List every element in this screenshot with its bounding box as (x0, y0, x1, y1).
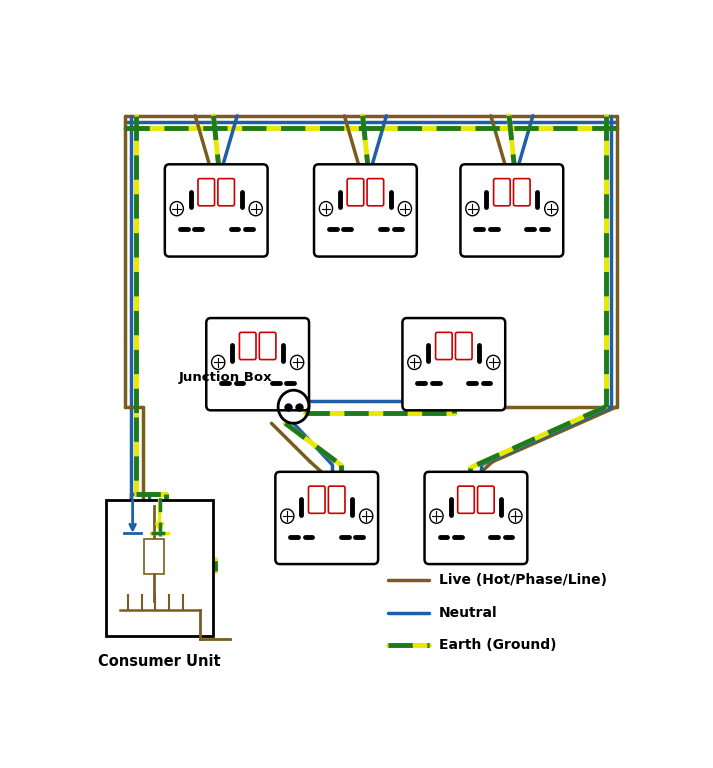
FancyBboxPatch shape (493, 179, 511, 206)
FancyBboxPatch shape (461, 164, 563, 257)
Bar (144, 538, 164, 574)
FancyBboxPatch shape (260, 333, 276, 359)
FancyBboxPatch shape (165, 164, 267, 257)
FancyBboxPatch shape (424, 472, 528, 564)
FancyBboxPatch shape (478, 486, 494, 513)
Text: Neutral: Neutral (439, 605, 498, 620)
Text: Live (Hot/Phase/Line): Live (Hot/Phase/Line) (439, 573, 607, 587)
Text: Junction Box: Junction Box (179, 371, 272, 384)
FancyBboxPatch shape (367, 179, 384, 206)
FancyBboxPatch shape (513, 179, 530, 206)
Bar (106, 500, 213, 636)
Text: Consumer Unit: Consumer Unit (98, 654, 221, 669)
FancyBboxPatch shape (240, 333, 256, 359)
FancyBboxPatch shape (402, 318, 506, 410)
FancyBboxPatch shape (198, 179, 215, 206)
FancyBboxPatch shape (458, 486, 474, 513)
FancyBboxPatch shape (218, 179, 235, 206)
FancyBboxPatch shape (347, 179, 364, 206)
FancyBboxPatch shape (314, 164, 417, 257)
FancyBboxPatch shape (309, 486, 325, 513)
FancyBboxPatch shape (275, 472, 378, 564)
FancyBboxPatch shape (206, 318, 309, 410)
Text: Earth (Ground): Earth (Ground) (439, 638, 556, 652)
FancyBboxPatch shape (456, 333, 472, 359)
FancyBboxPatch shape (436, 333, 452, 359)
FancyBboxPatch shape (329, 486, 345, 513)
